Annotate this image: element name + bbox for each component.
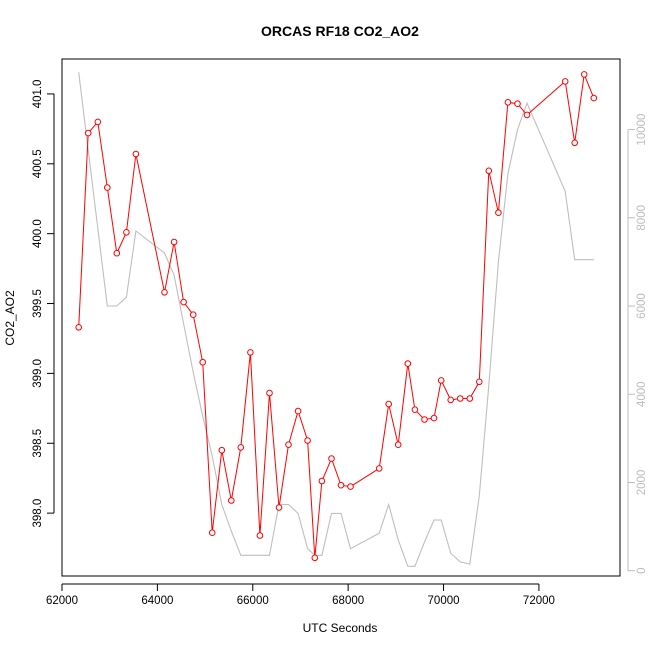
data-point <box>75 324 82 331</box>
y-axis-right: 0 2000 4000 6000 8000 10000 <box>627 114 648 574</box>
data-point <box>394 441 402 449</box>
x-tick-label: 70000 <box>428 595 460 607</box>
data-point <box>180 298 187 306</box>
data-point <box>523 111 531 119</box>
data-point <box>199 358 206 366</box>
data-point <box>285 441 292 449</box>
x-tick-label: 64000 <box>141 595 173 607</box>
x-tick-label: 62000 <box>46 595 78 607</box>
data-point <box>123 229 130 236</box>
x-axis-label: UTC Seconds <box>303 621 378 635</box>
data-point <box>421 416 428 423</box>
data-point <box>571 139 579 147</box>
y2-tick-label: 6000 <box>636 293 648 319</box>
data-point <box>375 465 383 472</box>
y-tick-label: 401.0 <box>32 80 44 109</box>
data-point <box>189 311 197 319</box>
data-point <box>456 395 464 402</box>
data-point <box>476 378 483 386</box>
series-line-secondary <box>78 72 594 567</box>
data-point <box>247 349 254 356</box>
y-tick-label: 399.5 <box>32 289 44 318</box>
y2-tick-label: 8000 <box>636 205 648 231</box>
y2-tick-label: 0 <box>636 568 648 574</box>
x-tick-label: 66000 <box>237 595 269 607</box>
data-point <box>485 167 493 175</box>
data-point <box>132 150 140 158</box>
data-point <box>161 289 168 296</box>
plot-frame <box>61 58 621 577</box>
data-point <box>328 455 335 462</box>
data-point <box>337 481 345 489</box>
y2-tick-label: 2000 <box>636 470 648 496</box>
data-point <box>218 446 226 454</box>
y-tick-label: 398.0 <box>32 499 44 528</box>
x-axis: 62000 64000 66000 68000 70000 72000 <box>46 583 555 607</box>
data-point <box>590 94 598 102</box>
data-point <box>447 396 455 404</box>
data-point <box>347 483 354 490</box>
data-point <box>170 238 178 246</box>
y-axis-label: CO2_AO2 <box>3 290 17 346</box>
data-point <box>437 377 445 384</box>
x-tick-label: 72000 <box>523 595 555 607</box>
data-point <box>94 118 102 126</box>
data-point <box>275 504 283 511</box>
data-point <box>237 444 245 451</box>
y-axis-left: 398.0 398.5 399.0 399.5 400.0 400.5 401.0 <box>32 80 55 528</box>
data-point <box>385 400 393 408</box>
data-point <box>411 406 419 414</box>
data-point <box>304 437 311 444</box>
data-point <box>561 78 569 85</box>
data-point <box>430 414 438 422</box>
data-point <box>466 395 474 402</box>
data-point <box>311 554 319 562</box>
series-line-co2 <box>78 72 595 558</box>
y2-tick-label: 10000 <box>636 114 648 146</box>
data-point <box>404 360 412 367</box>
chart-title: ORCAS RF18 CO2_AO2 <box>261 23 419 39</box>
data-point <box>256 532 264 539</box>
y2-tick-label: 4000 <box>636 381 648 407</box>
data-point <box>514 100 521 107</box>
data-point <box>294 407 302 415</box>
y-tick-label: 400.5 <box>32 149 44 178</box>
data-point <box>208 529 216 537</box>
data-point <box>84 129 92 137</box>
series-layer <box>75 71 598 567</box>
data-point <box>318 477 326 485</box>
y-tick-label: 400.0 <box>32 219 44 248</box>
data-point <box>504 99 512 106</box>
data-point <box>104 184 111 191</box>
y-tick-label: 398.5 <box>32 429 44 458</box>
y-tick-label: 399.0 <box>32 359 44 388</box>
x-tick-label: 68000 <box>332 595 364 607</box>
data-point <box>580 71 588 78</box>
data-point <box>266 389 273 397</box>
data-point <box>495 209 502 216</box>
data-point <box>113 249 121 257</box>
data-point <box>228 497 235 504</box>
